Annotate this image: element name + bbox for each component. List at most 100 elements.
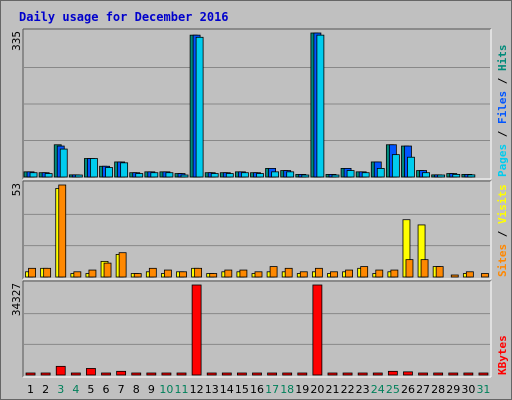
bar-sites <box>360 266 369 278</box>
bar-kbytes <box>327 372 338 376</box>
bar-sites <box>148 267 157 278</box>
panel-max-label: 34327 <box>10 283 23 316</box>
bar-pages <box>195 36 204 178</box>
x-tick-label: 8 <box>133 383 140 396</box>
bar-kbytes <box>40 372 51 376</box>
bar-sites <box>164 269 172 278</box>
panel-legend: Sites / Visits <box>496 184 509 277</box>
legend-segment: Hits <box>496 45 509 72</box>
bar-pages <box>422 172 430 178</box>
bar-kbytes <box>55 365 66 376</box>
bar-pages <box>150 172 159 178</box>
bar-pages <box>210 173 219 178</box>
bar-kbytes <box>342 372 353 376</box>
bar-sites <box>299 271 308 278</box>
bar-kbytes <box>101 372 111 376</box>
bar-pages <box>452 174 461 178</box>
bar-kbytes <box>86 368 96 376</box>
bar-kbytes <box>357 372 368 376</box>
bar-kbytes <box>267 372 277 376</box>
bar-pages <box>346 170 355 178</box>
bar-pages <box>135 173 144 178</box>
x-tick-label: 9 <box>148 383 155 396</box>
bar-pages <box>29 172 38 178</box>
bar-sites <box>450 274 459 278</box>
bar-pages <box>120 162 129 178</box>
bar-kbytes <box>448 372 459 376</box>
bar-sites <box>330 271 338 278</box>
bar-sites <box>118 252 127 278</box>
legend-segment: Sites <box>496 244 509 277</box>
bar-kbytes <box>312 284 323 376</box>
x-tick-label: 20 <box>310 383 324 396</box>
bar-pages <box>286 171 295 178</box>
bar-pages <box>180 174 189 178</box>
x-tick-label: 26 <box>401 383 415 396</box>
bar-pages <box>376 168 385 178</box>
panel-legend: KBytes <box>496 335 509 375</box>
bar-kbytes <box>252 372 262 376</box>
x-tick-label: 30 <box>461 383 475 396</box>
bar-sites <box>28 267 36 278</box>
bar-sites <box>88 269 97 278</box>
bar-sites <box>133 273 142 278</box>
bar-sites <box>103 262 112 278</box>
panel-max-label: 335 <box>10 31 23 51</box>
legend-segment: Visits <box>496 184 509 224</box>
bar-kbytes <box>282 372 293 376</box>
x-tick-label: 31 <box>476 383 490 396</box>
x-tick-label: 22 <box>341 383 355 396</box>
bar-kbytes <box>131 372 142 376</box>
bar-sites <box>314 267 323 278</box>
legend-segment: Files <box>496 91 509 124</box>
x-tick-label: 28 <box>431 383 445 396</box>
bar-sites <box>209 273 218 278</box>
bar-pages <box>331 174 340 178</box>
x-tick-label: 15 <box>235 383 249 396</box>
x-tick-label: 11 <box>175 383 189 396</box>
bar-sites <box>58 184 67 278</box>
x-tick-label: 16 <box>250 383 264 396</box>
bar-sites <box>345 269 353 278</box>
bar-sites <box>420 259 429 278</box>
bar-kbytes <box>372 372 383 376</box>
x-tick-label: 13 <box>205 383 219 396</box>
x-tick-label: 23 <box>356 383 370 396</box>
x-tick-label: 21 <box>325 383 339 396</box>
x-tick-label: 17 <box>265 383 279 396</box>
panel-background <box>23 281 491 377</box>
x-tick-label: 18 <box>280 383 294 396</box>
x-tick-label: 10 <box>159 383 173 396</box>
legend-segment: / <box>496 224 509 244</box>
bar-pages <box>437 174 446 178</box>
legend-segment: / <box>496 71 509 91</box>
bar-pages <box>467 174 476 178</box>
bar-kbytes <box>70 372 81 376</box>
bar-pages <box>225 173 234 178</box>
x-tick-label: 12 <box>190 383 204 396</box>
bar-sites <box>43 267 52 278</box>
bar-kbytes <box>418 372 428 376</box>
bar-sites <box>435 266 444 278</box>
bar-kbytes <box>433 372 444 376</box>
bar-pages <box>59 148 68 178</box>
bar-kbytes <box>387 370 398 376</box>
bar-sites <box>254 271 263 278</box>
bar-kbytes <box>403 371 413 376</box>
bar-pages <box>165 172 174 178</box>
legend-segment: / <box>496 124 509 144</box>
x-tick-label: 1 <box>27 383 34 396</box>
bar-sites <box>405 259 414 278</box>
bar-kbytes <box>206 372 217 376</box>
bar-sites <box>224 269 233 278</box>
x-tick-label: 7 <box>118 383 125 396</box>
panel-legend: Pages / Files / Hits <box>496 45 509 178</box>
bar-sites <box>375 269 384 278</box>
bar-pages <box>301 174 310 178</box>
bar-pages <box>44 173 53 178</box>
bar-kbytes <box>478 372 489 376</box>
chart-title: Daily usage for December 2016 <box>19 10 229 24</box>
bar-sites <box>73 271 82 278</box>
bar-sites <box>390 269 399 278</box>
